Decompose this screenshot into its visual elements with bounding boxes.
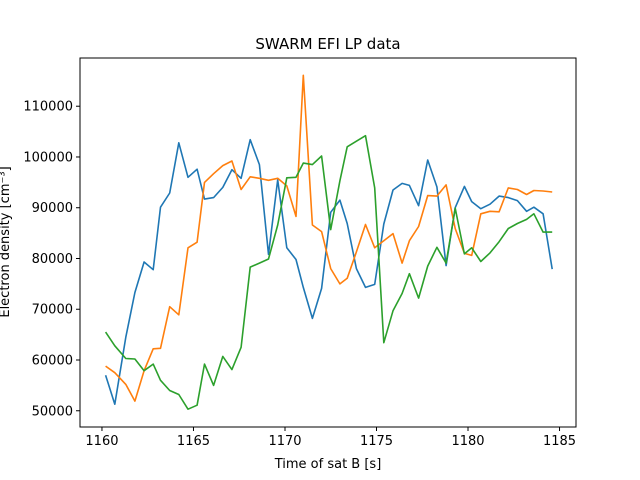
y-tick-label: 110000 (23, 100, 73, 115)
x-tick-label: 1180 (451, 434, 484, 449)
y-tick-label: 80000 (32, 252, 73, 267)
plot-frame (79, 57, 577, 428)
y-tick-label: 70000 (32, 303, 73, 318)
series-lines (104, 74, 553, 411)
x-axis-ticks: 1160 1165 1170 1175 1180 1185 (85, 427, 576, 449)
x-axis-label: Time of sat B [s] (274, 457, 382, 472)
y-axis-label: Electron density [cm⁻³] (0, 166, 13, 317)
x-tick-label: 1185 (543, 434, 576, 449)
x-tick-label: 1160 (85, 434, 118, 449)
series-line-1 (104, 138, 553, 406)
x-tick-label: 1165 (177, 434, 210, 449)
y-axis-ticks: 50000 60000 70000 80000 90000 100000 110000 (23, 100, 80, 419)
y-tick-label: 50000 (32, 404, 73, 419)
chart-title: SWARM EFI LP data (255, 35, 400, 53)
series-line-2 (105, 74, 553, 402)
x-tick-label: 1175 (360, 434, 393, 449)
x-tick-label: 1170 (268, 434, 301, 449)
y-tick-label: 100000 (23, 150, 73, 165)
y-tick-label: 90000 (32, 201, 73, 216)
series-line-3 (104, 134, 553, 411)
y-tick-label: 60000 (32, 354, 73, 369)
